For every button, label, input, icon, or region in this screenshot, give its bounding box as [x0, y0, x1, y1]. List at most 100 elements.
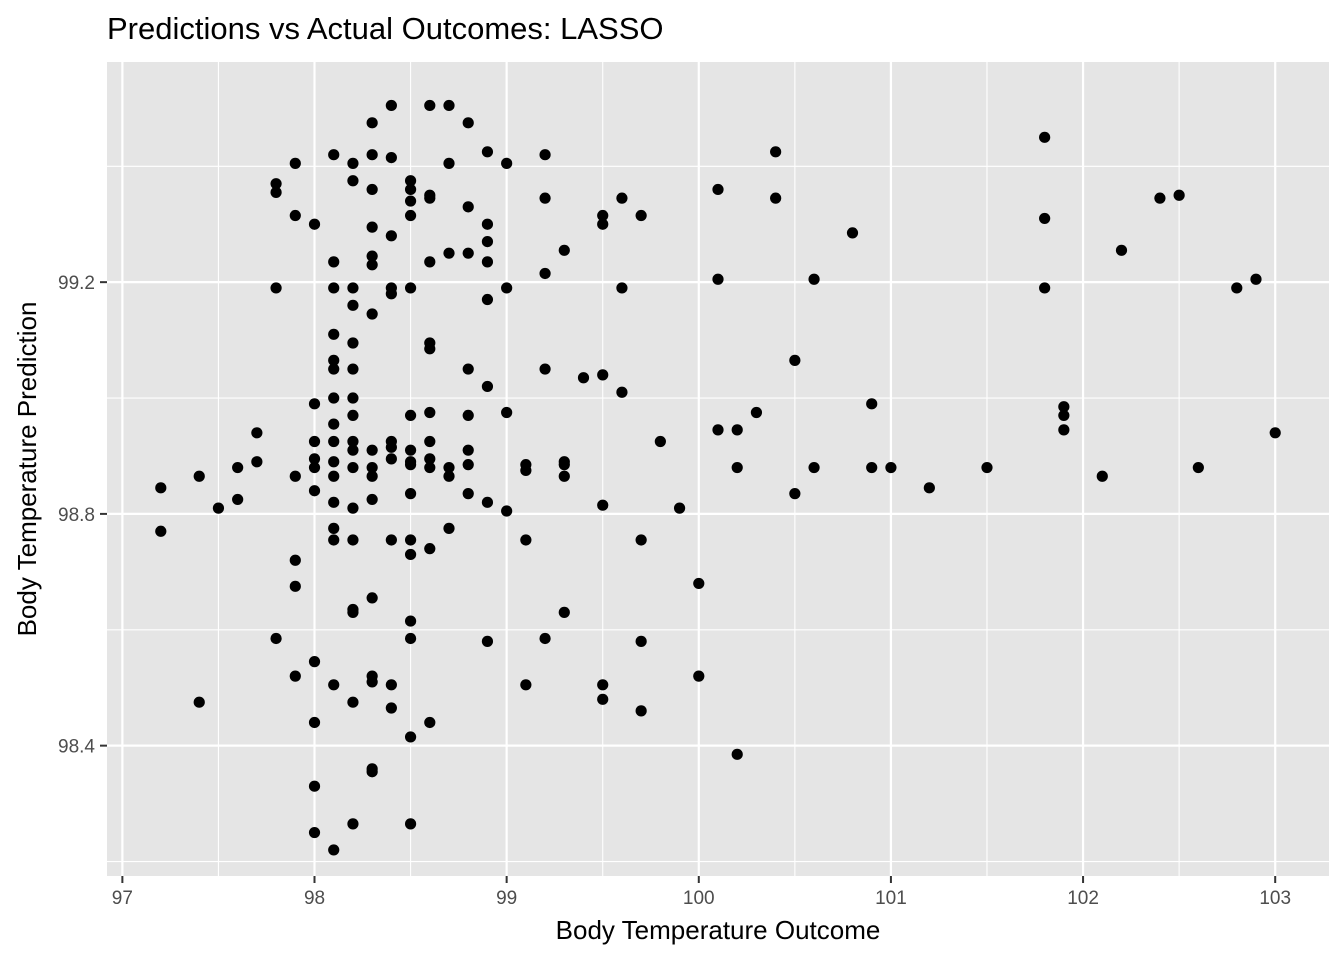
data-point — [366, 149, 378, 161]
data-point — [597, 209, 609, 222]
data-point — [481, 380, 494, 393]
data-point — [885, 461, 897, 474]
data-point — [404, 534, 417, 546]
data-point — [251, 456, 263, 468]
data-point — [462, 409, 474, 422]
x-tick-label: 103 — [1259, 888, 1291, 909]
data-point — [481, 496, 494, 508]
data-point — [404, 731, 417, 743]
data-point — [385, 679, 397, 691]
data-point — [308, 656, 321, 668]
data-point — [731, 424, 743, 436]
data-point — [404, 548, 417, 561]
data-point — [846, 227, 859, 239]
data-point — [1269, 427, 1281, 439]
data-point — [366, 470, 378, 482]
data-point — [193, 696, 205, 708]
data-point — [770, 146, 782, 158]
data-point — [385, 151, 397, 164]
data-point — [789, 354, 801, 366]
data-point — [232, 493, 244, 506]
x-axis-ticks: 97 98 99 100 101 102 103 — [112, 876, 1291, 909]
data-point — [1231, 282, 1243, 294]
data-point — [308, 461, 321, 474]
data-point — [712, 273, 724, 285]
data-point — [347, 282, 359, 294]
data-point — [462, 459, 474, 471]
data-point — [1192, 461, 1204, 474]
x-tick-label: 102 — [1067, 888, 1099, 909]
data-point — [424, 406, 436, 419]
data-point — [308, 453, 321, 465]
data-point — [443, 99, 455, 112]
data-point — [347, 409, 359, 422]
data-point — [597, 693, 609, 705]
data-point — [462, 444, 474, 456]
data-point — [347, 435, 359, 448]
data-point — [155, 525, 167, 537]
data-point — [481, 218, 494, 230]
data-point — [366, 308, 378, 320]
data-point — [558, 244, 570, 256]
data-point — [328, 679, 340, 691]
data-points — [155, 99, 1281, 856]
data-point — [481, 236, 494, 248]
data-point — [923, 482, 935, 494]
data-point — [443, 522, 455, 534]
data-point — [308, 398, 321, 410]
data-point — [424, 435, 436, 448]
data-point — [462, 117, 474, 129]
data-point — [693, 577, 705, 590]
data-point — [385, 702, 397, 714]
data-point — [616, 386, 628, 398]
y-axis-ticks: 98.4 98.8 99.2 — [58, 273, 107, 758]
data-point — [404, 183, 417, 196]
data-point — [347, 534, 359, 546]
data-point — [289, 554, 301, 566]
data-point — [347, 461, 359, 474]
data-point — [347, 363, 359, 375]
data-point — [597, 369, 609, 381]
y-tick-label: 99.2 — [58, 273, 95, 294]
data-point — [347, 392, 359, 404]
x-tick-label: 100 — [683, 888, 715, 909]
data-point — [385, 288, 397, 300]
data-point — [328, 328, 340, 340]
data-point — [328, 282, 340, 294]
data-point — [366, 461, 378, 474]
data-point — [328, 496, 340, 508]
data-point — [251, 427, 263, 439]
data-point — [366, 766, 378, 778]
data-point — [501, 157, 513, 169]
data-point — [232, 461, 244, 474]
data-point — [366, 676, 378, 688]
data-point — [1173, 189, 1185, 201]
data-point — [347, 337, 359, 349]
data-point — [289, 157, 301, 169]
data-point — [539, 632, 551, 645]
data-point — [328, 470, 340, 482]
data-point — [462, 201, 474, 213]
x-tick-label: 97 — [112, 888, 133, 909]
data-point — [424, 453, 436, 465]
data-point — [539, 363, 551, 375]
data-point — [597, 218, 609, 230]
data-point — [443, 247, 455, 259]
data-point — [404, 409, 417, 422]
data-point — [308, 435, 321, 448]
data-point — [577, 372, 590, 384]
data-point — [424, 716, 436, 729]
data-point — [328, 149, 340, 161]
data-point — [462, 247, 474, 259]
data-point — [481, 256, 494, 268]
data-point — [385, 230, 397, 242]
data-point — [501, 282, 513, 294]
data-point — [424, 343, 436, 355]
data-point — [520, 464, 532, 477]
data-point — [635, 534, 647, 546]
data-point — [328, 418, 340, 430]
data-point — [866, 398, 878, 410]
data-point — [443, 470, 455, 482]
data-point — [481, 146, 494, 158]
data-point — [424, 192, 436, 204]
